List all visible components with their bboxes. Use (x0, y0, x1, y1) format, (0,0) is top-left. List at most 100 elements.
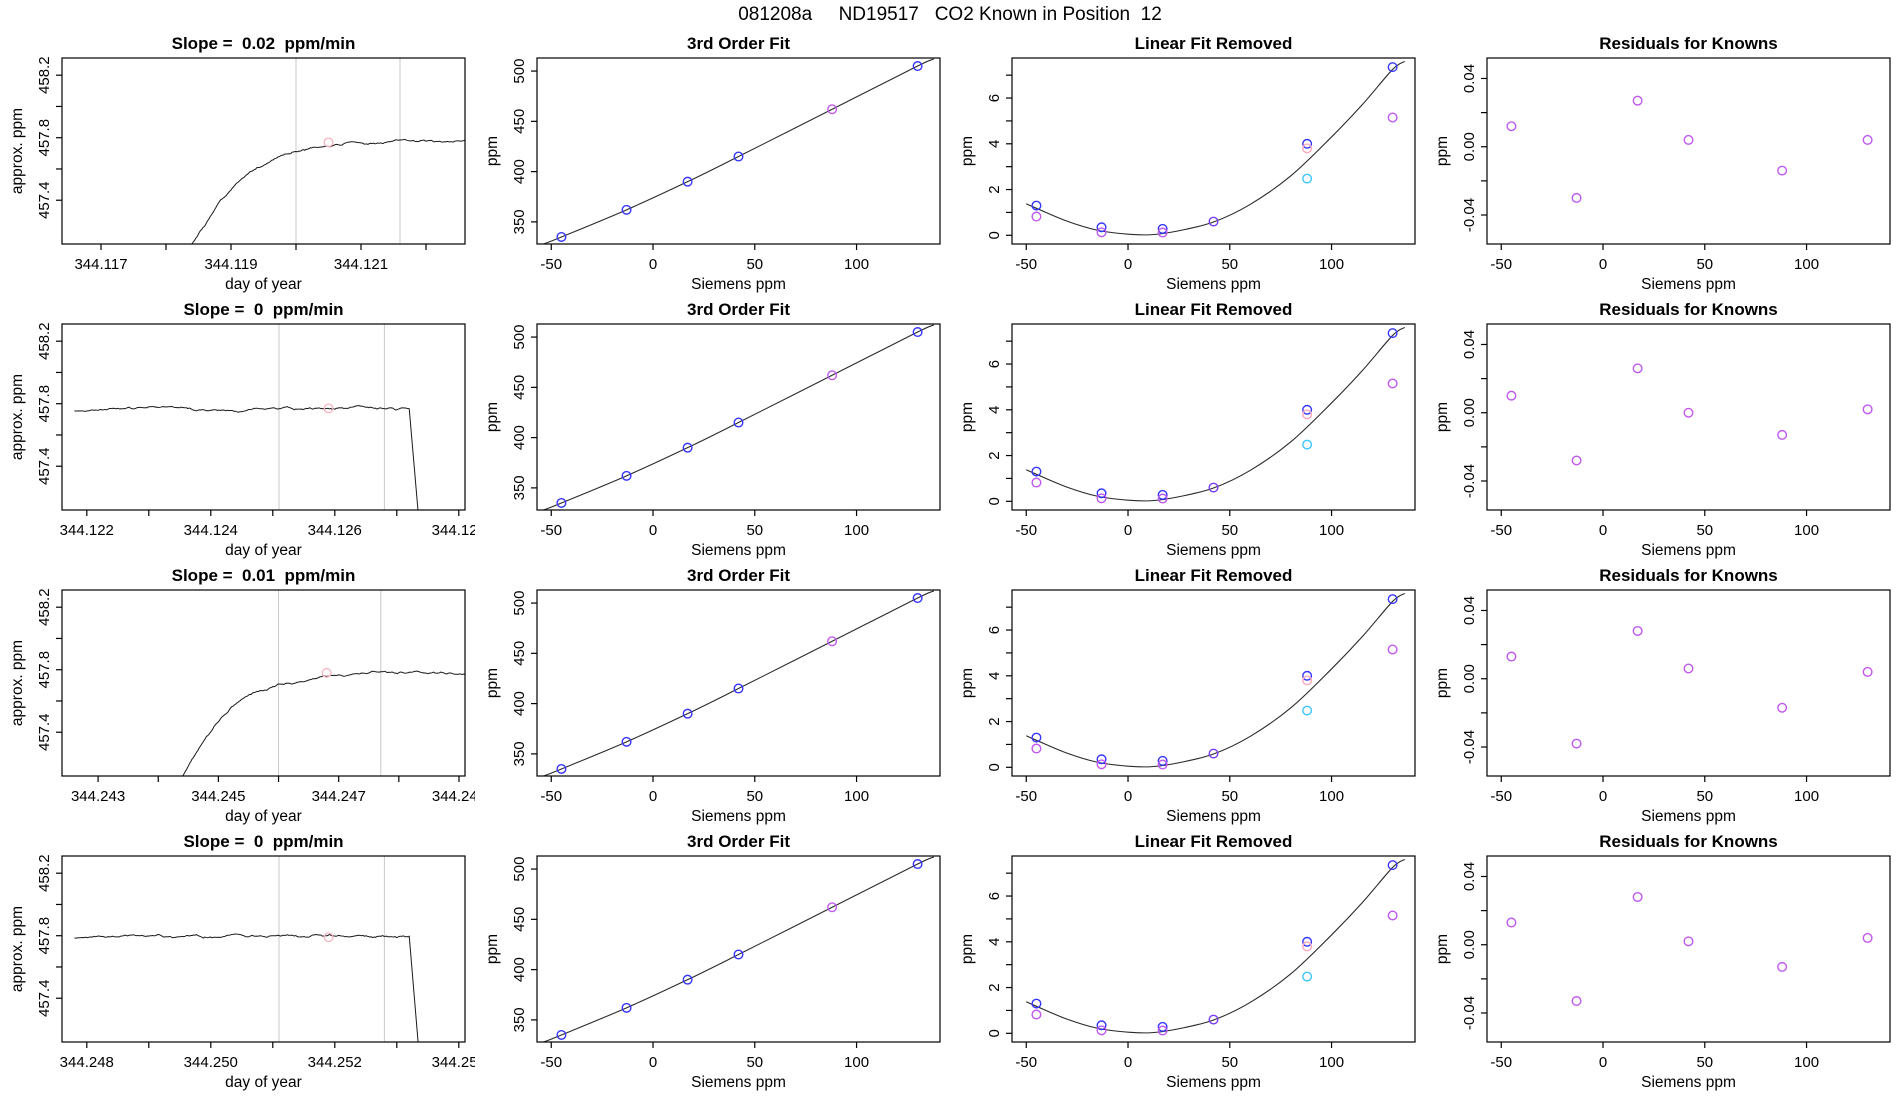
svg-text:0: 0 (1599, 1054, 1607, 1071)
svg-text:Siemens ppm: Siemens ppm (1641, 542, 1736, 559)
svg-text:0.00: 0.00 (1461, 132, 1478, 161)
panel-r4-slope-timeseries-canvas: 344.248 344.250 344.252 344.254 457.4 457.8 45… (9, 832, 486, 1091)
svg-text:Siemens ppm: Siemens ppm (1641, 808, 1736, 825)
svg-text:Linear Fit Removed: Linear Fit Removed (1135, 566, 1293, 585)
svg-text:-50: -50 (1015, 522, 1037, 539)
svg-text:0.04: 0.04 (1461, 596, 1478, 625)
svg-text:344.252: 344.252 (308, 1054, 362, 1071)
panel-r1-3rd-order-fit-canvas: -50 0 50 100 350 400 450 500 Siemens ppm ppm 3rd O… (484, 34, 941, 293)
svg-text:-0.04: -0.04 (1461, 198, 1478, 232)
svg-text:400: 400 (511, 159, 528, 184)
svg-text:3rd Order Fit: 3rd Order Fit (687, 566, 790, 585)
panel-r2-slope-timeseries: 344.122 344.124 344.126 344.128 457.4 457.8 45… (0, 296, 486, 562)
svg-text:6: 6 (986, 626, 1003, 634)
svg-text:-50: -50 (1490, 1054, 1512, 1071)
svg-text:400: 400 (511, 691, 528, 716)
panel-r4-residuals-for-knowns: -50 0 50 100 -0.04 0.00 0.04 Siemens ppm ppm Resi… (1425, 828, 1900, 1094)
svg-text:Siemens ppm: Siemens ppm (1166, 542, 1261, 559)
panel-r1-3rd-order-fit: -50 0 50 100 350 400 450 500 Siemens ppm ppm 3rd O… (475, 30, 950, 296)
svg-text:100: 100 (1794, 522, 1819, 539)
svg-text:Linear Fit Removed: Linear Fit Removed (1135, 300, 1293, 319)
svg-text:0: 0 (649, 256, 657, 273)
svg-text:ppm: ppm (959, 136, 976, 166)
svg-text:Slope = 0 ppm/min: Slope = 0 ppm/min (183, 832, 343, 851)
svg-text:0: 0 (1124, 788, 1132, 805)
svg-text:0: 0 (1124, 256, 1132, 273)
svg-text:344.245: 344.245 (191, 788, 245, 805)
svg-text:0.00: 0.00 (1461, 664, 1478, 693)
panel-r2-linear-fit-removed: -50 0 50 100 0 2 4 6 Siemens ppm ppm Linear Fit Re… (950, 296, 1425, 562)
svg-text:50: 50 (1696, 788, 1713, 805)
svg-text:Linear Fit Removed: Linear Fit Removed (1135, 34, 1293, 53)
svg-text:6: 6 (986, 94, 1003, 102)
svg-text:457.4: 457.4 (36, 447, 53, 485)
panel-r2-linear-fit-removed-canvas: -50 0 50 100 0 2 4 6 Siemens ppm ppm Linear Fit Re… (959, 300, 1416, 559)
svg-text:344.128: 344.128 (432, 522, 475, 539)
svg-text:0: 0 (986, 497, 1003, 505)
panel-r2-slope-timeseries-canvas: 344.122 344.124 344.126 344.128 457.4 457.8 45… (9, 300, 486, 559)
svg-text:344.126: 344.126 (308, 522, 362, 539)
panel-r4-3rd-order-fit-canvas: -50 0 50 100 350 400 450 500 Siemens ppm ppm 3rd O… (484, 832, 941, 1091)
svg-text:-50: -50 (1490, 256, 1512, 273)
svg-text:50: 50 (746, 256, 763, 273)
svg-text:400: 400 (511, 425, 528, 450)
svg-text:Slope = 0.02 ppm/min: Slope = 0.02 ppm/min (172, 34, 356, 53)
svg-text:100: 100 (1319, 522, 1344, 539)
panel-r2-residuals-for-knowns: -50 0 50 100 -0.04 0.00 0.04 Siemens ppm ppm Resi… (1425, 296, 1900, 562)
svg-text:100: 100 (1794, 788, 1819, 805)
svg-text:50: 50 (1221, 1054, 1238, 1071)
svg-text:0: 0 (986, 231, 1003, 239)
svg-text:500: 500 (511, 325, 528, 350)
svg-text:350: 350 (511, 475, 528, 500)
svg-text:100: 100 (1319, 788, 1344, 805)
svg-text:ppm: ppm (1434, 934, 1451, 964)
svg-text:-50: -50 (540, 1054, 562, 1071)
svg-text:Siemens ppm: Siemens ppm (691, 808, 786, 825)
svg-text:Siemens ppm: Siemens ppm (1166, 1074, 1261, 1091)
panel-r1-residuals-for-knowns: -50 0 50 100 -0.04 0.00 0.04 Siemens ppm ppm Resi… (1425, 30, 1900, 296)
svg-text:approx. ppm: approx. ppm (9, 374, 26, 460)
svg-text:3rd Order Fit: 3rd Order Fit (687, 832, 790, 851)
svg-text:457.4: 457.4 (36, 979, 53, 1017)
panel-r3-linear-fit-removed: -50 0 50 100 0 2 4 6 Siemens ppm ppm Linear Fit Re… (950, 562, 1425, 828)
svg-text:500: 500 (511, 591, 528, 616)
panel-r1-residuals-for-knowns-canvas: -50 0 50 100 -0.04 0.00 0.04 Siemens ppm ppm Resi… (1434, 34, 1891, 293)
svg-text:ppm: ppm (484, 136, 501, 166)
page-title: 081208a ND19517 CO2 Known in Position 12 (738, 4, 1162, 25)
svg-text:100: 100 (844, 256, 869, 273)
svg-text:100: 100 (1794, 256, 1819, 273)
svg-text:0.00: 0.00 (1461, 398, 1478, 427)
svg-text:Slope = 0.01 ppm/min: Slope = 0.01 ppm/min (172, 566, 356, 585)
panel-r3-3rd-order-fit: -50 0 50 100 350 400 450 500 Siemens ppm ppm 3rd O… (475, 562, 950, 828)
panel-r4-3rd-order-fit: -50 0 50 100 350 400 450 500 Siemens ppm ppm 3rd O… (475, 828, 950, 1094)
svg-text:Siemens ppm: Siemens ppm (691, 1074, 786, 1091)
svg-text:0.04: 0.04 (1461, 64, 1478, 93)
svg-text:458.2: 458.2 (36, 322, 53, 360)
svg-text:500: 500 (511, 857, 528, 882)
svg-text:344.117: 344.117 (74, 256, 127, 273)
svg-text:2: 2 (986, 717, 1003, 725)
svg-text:2: 2 (986, 983, 1003, 991)
svg-text:Siemens ppm: Siemens ppm (691, 542, 786, 559)
panel-r4-residuals-for-knowns-canvas: -50 0 50 100 -0.04 0.00 0.04 Siemens ppm ppm Resi… (1434, 832, 1891, 1091)
svg-text:100: 100 (844, 1054, 869, 1071)
svg-text:approx. ppm: approx. ppm (9, 906, 26, 992)
svg-text:Siemens ppm: Siemens ppm (1166, 808, 1261, 825)
svg-text:Residuals for Knowns: Residuals for Knowns (1599, 300, 1778, 319)
svg-text:0.04: 0.04 (1461, 330, 1478, 359)
svg-text:3rd Order Fit: 3rd Order Fit (687, 300, 790, 319)
svg-text:450: 450 (511, 109, 528, 134)
svg-text:-0.04: -0.04 (1461, 996, 1478, 1030)
svg-text:344.250: 344.250 (184, 1054, 238, 1071)
panel-r3-residuals-for-knowns-canvas: -50 0 50 100 -0.04 0.00 0.04 Siemens ppm ppm Resi… (1434, 566, 1891, 825)
svg-text:0: 0 (1124, 1054, 1132, 1071)
svg-text:0: 0 (649, 1054, 657, 1071)
svg-text:0: 0 (649, 788, 657, 805)
svg-text:344.248: 344.248 (60, 1054, 114, 1071)
svg-text:Siemens ppm: Siemens ppm (1641, 276, 1736, 293)
svg-text:day of year: day of year (225, 1074, 302, 1091)
panel-r1-linear-fit-removed-canvas: -50 0 50 100 0 2 4 6 Siemens ppm ppm Linear Fit Re… (959, 34, 1416, 293)
panel-r3-3rd-order-fit-canvas: -50 0 50 100 350 400 450 500 Siemens ppm ppm 3rd O… (484, 566, 941, 825)
svg-text:-0.04: -0.04 (1461, 730, 1478, 764)
svg-text:approx. ppm: approx. ppm (9, 640, 26, 726)
